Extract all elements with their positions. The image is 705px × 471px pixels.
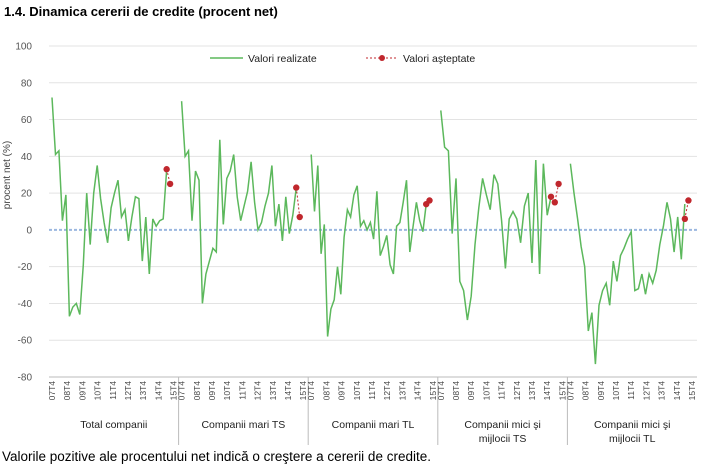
x-tick-label: 15T4 [687, 381, 697, 401]
x-tick-label: 13T4 [657, 381, 667, 401]
x-tick-label: 15T4 [428, 381, 438, 401]
y-tick-label: -60 [18, 336, 33, 347]
expected-point [681, 215, 689, 223]
x-tick-label: 09T4 [596, 381, 606, 401]
y-tick-label: 60 [21, 115, 33, 126]
group-label: Companii mari TS [201, 419, 285, 431]
x-tick-label: 11T4 [237, 381, 247, 400]
group-label: Companii mari TL [332, 419, 415, 431]
x-tick-label: 14T4 [283, 381, 293, 401]
x-tick-label: 12T4 [641, 381, 651, 401]
x-tick-label: 08T4 [192, 381, 202, 401]
group-label: mijlocii TS [479, 433, 527, 445]
series-expected-line [295, 187, 301, 218]
x-tick-label: 11T4 [367, 381, 377, 400]
x-tick-label: 14T4 [542, 381, 552, 401]
footnote: Valorile pozitive ale procentului net in… [2, 449, 431, 464]
series-layer [51, 97, 692, 365]
x-tick-label: 07T4 [47, 381, 57, 401]
x-tick-label: 09T4 [207, 381, 217, 401]
y-axis-label: procent net (%) [2, 141, 13, 209]
x-tick-label: 11T4 [108, 381, 118, 400]
x-tick-label: 10T4 [93, 381, 103, 401]
x-tick-label: 07T4 [306, 381, 316, 401]
x-tick-label: 10T4 [222, 381, 232, 401]
y-tick-label: -40 [18, 299, 33, 310]
expected-point [166, 180, 174, 188]
x-tick-label: 10T4 [611, 381, 621, 401]
x-tick-label: 15T4 [169, 381, 179, 401]
y-tick-label: 0 [26, 225, 32, 236]
x-tick-label: 14T4 [413, 381, 423, 401]
x-tick-label: 08T4 [581, 381, 591, 401]
x-tick-label: 13T4 [527, 381, 537, 401]
x-tick-label: 14T4 [153, 381, 163, 401]
legend-expected-label: Valori aşteptate [403, 53, 475, 65]
x-tick-label: 13T4 [138, 381, 148, 401]
x-tick-label: 07T4 [565, 381, 575, 401]
x-tick-label: 14T4 [672, 381, 682, 401]
legend-expected-marker [379, 55, 385, 61]
gridlines [49, 45, 697, 378]
expected-point [555, 180, 562, 188]
y-axis: -80 -60 -40 -20 0 20 40 60 80 100 [15, 42, 32, 384]
series-expected-line [684, 200, 689, 219]
expected-point [685, 197, 692, 204]
x-tick-label: 10T4 [352, 381, 362, 401]
x-tick-label: 08T4 [62, 381, 72, 401]
y-tick-label: 100 [15, 42, 32, 53]
x-tick-label: 11T4 [626, 381, 636, 400]
series-realized-line [440, 110, 552, 321]
series-realized-line [180, 101, 298, 304]
expected-point [426, 197, 433, 204]
x-tick-label: 09T4 [466, 381, 476, 401]
legend: Valori realizate Valori aşteptate [210, 53, 475, 65]
chart-title: 1.4. Dinamica cererii de credite (procen… [4, 4, 278, 19]
y-tick-label: 20 [21, 189, 33, 200]
expected-point [296, 213, 303, 221]
chart-svg: -80 -60 -40 -20 0 20 40 60 80 100 07T4 08T4 09T4 10T… [2, 42, 697, 445]
x-tick-label: 08T4 [321, 381, 331, 401]
x-axis: 07T4 08T4 09T4 10T4 11T4 12T4 13T4 14T4 15T4 Tota… [47, 376, 697, 445]
expected-point [163, 166, 170, 173]
x-tick-label: 09T4 [77, 381, 87, 401]
legend-realized-label: Valori realizate [248, 53, 317, 65]
x-tick-label: 13T4 [268, 381, 278, 401]
x-tick-label: 12T4 [382, 381, 392, 401]
x-tick-label: 15T4 [298, 381, 308, 401]
x-tick-label: 13T4 [397, 381, 407, 401]
x-tick-label: 12T4 [123, 381, 133, 401]
group-label: Companii mici şi [464, 419, 540, 431]
x-tick-label: 11T4 [497, 381, 507, 400]
x-tick-label: 07T4 [436, 381, 446, 401]
expected-point [547, 193, 555, 200]
x-tick-label: 07T4 [177, 381, 187, 401]
y-tick-label: 40 [21, 152, 33, 163]
x-tick-label: 12T4 [253, 381, 263, 401]
series-realized-line [310, 154, 427, 337]
group-label: mijlocii TL [609, 433, 656, 445]
group-label: Total companii [80, 419, 147, 431]
expected-point [293, 184, 300, 191]
x-tick-label: 12T4 [512, 381, 522, 401]
series-realized-line [51, 97, 168, 317]
y-tick-label: -20 [18, 262, 33, 273]
x-tick-label: 15T4 [557, 381, 567, 401]
x-tick-label: 09T4 [337, 381, 347, 401]
y-tick-label: -80 [18, 373, 33, 384]
series-realized-line [569, 163, 686, 365]
x-tick-label: 08T4 [451, 381, 461, 401]
x-tick-label: 10T4 [481, 381, 491, 401]
group-label: Companii mici şi [594, 419, 670, 431]
y-tick-label: 80 [21, 78, 33, 89]
expected-point [551, 199, 558, 206]
